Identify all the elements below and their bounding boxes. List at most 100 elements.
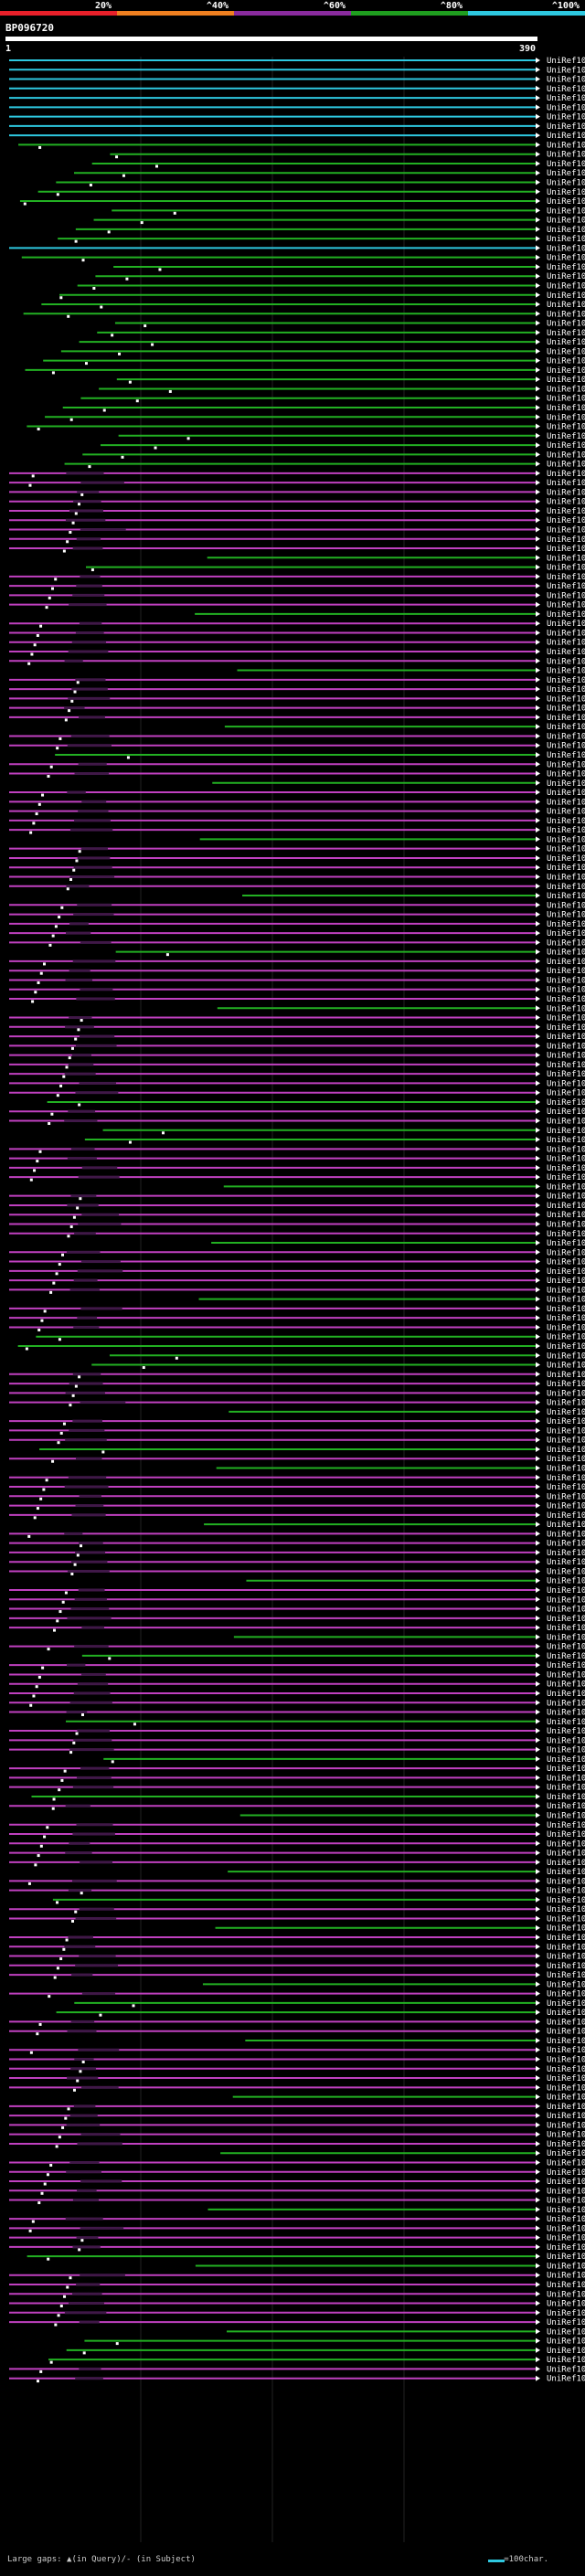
- hit-row[interactable]: UniRef100_A9XP20: [9, 2112, 585, 2121]
- hit-row[interactable]: UniRef100_Q39743: [9, 1483, 585, 1492]
- hit-label[interactable]: UniRef100_Q9ZRR1: [547, 338, 585, 347]
- hit-row[interactable]: UniRef100_Q9PR45: [9, 1765, 585, 1774]
- hit-label[interactable]: UniRef100_Q38693: [547, 226, 585, 235]
- hit-row[interactable]: UniRef100_Q6B9K3: [25, 366, 585, 376]
- hit-label[interactable]: UniRef100_P25372: [547, 883, 585, 892]
- hit-row[interactable]: UniRef100_A9S3R0: [9, 742, 585, 751]
- hit-label[interactable]: UniRef100_Q24574: [547, 601, 585, 610]
- hit-label[interactable]: UniRef100_P00880: [547, 1465, 585, 1474]
- hit-row[interactable]: UniRef100_P16030: [9, 873, 585, 882]
- hit-row[interactable]: UniRef100_Q9T4N0: [9, 1558, 585, 1567]
- hit-row[interactable]: UniRef100_P16131: [37, 188, 585, 197]
- hit-label[interactable]: UniRef100_Q39749: [547, 1606, 585, 1615]
- hit-label[interactable]: UniRef100_P16131: [547, 188, 585, 197]
- hit-row[interactable]: UniRef100_A9PHZ1: [9, 2272, 585, 2281]
- hit-label[interactable]: UniRef100_A7LIT9: [547, 1736, 585, 1745]
- hit-label[interactable]: UniRef100_Q9MSF1: [547, 2365, 585, 2374]
- hit-row[interactable]: UniRef100_Q8ADE8: [9, 1089, 585, 1098]
- hit-row[interactable]: UniRef100_Q05349: [84, 1136, 585, 1145]
- hit-label[interactable]: UniRef100_Q10788: [547, 2206, 585, 2215]
- hit-label[interactable]: UniRef100_Q3VSA1: [547, 292, 585, 301]
- hit-label[interactable]: UniRef100_Q84U90: [547, 76, 585, 85]
- hit-row[interactable]: UniRef100_C1E330: [45, 413, 585, 422]
- hit-row[interactable]: UniRef100_Q24574: [9, 601, 585, 610]
- hit-label[interactable]: UniRef100_Q10787: [547, 2215, 585, 2224]
- hit-row[interactable]: UniRef100_Q42903: [9, 2018, 585, 2027]
- hit-label[interactable]: UniRef100_P16138: [547, 235, 585, 244]
- hit-row[interactable]: UniRef100_Q10788: [207, 2206, 585, 2215]
- hit-row[interactable]: UniRef100_A9XV74: [229, 1408, 585, 1417]
- hit-label[interactable]: UniRef100_P09259: [547, 714, 585, 723]
- hit-label[interactable]: UniRef100_Q9NZ33: [547, 2347, 585, 2356]
- hit-row[interactable]: UniRef100_Q9WU18: [27, 2253, 585, 2262]
- hit-row[interactable]: UniRef100_P19312: [9, 1211, 585, 1220]
- hit-row[interactable]: UniRef100_Q42516: [9, 1492, 585, 1501]
- hit-label[interactable]: UniRef100_Q7DF30: [547, 1999, 585, 2009]
- hit-label[interactable]: UniRef100_Q9FEX4: [547, 2197, 585, 2206]
- hit-row[interactable]: UniRef100_B9T1N0: [9, 1230, 585, 1239]
- hit-label[interactable]: UniRef100_P00872: [547, 1474, 585, 1483]
- hit-row[interactable]: UniRef100_A9U1N7: [9, 1108, 585, 1117]
- hit-label[interactable]: UniRef100_P19647: [547, 723, 585, 732]
- hit-label[interactable]: UniRef100_P08135: [547, 1877, 585, 1886]
- hit-row[interactable]: UniRef100_Q06553: [9, 854, 585, 864]
- hit-label[interactable]: UniRef100_Q9PRN6: [547, 1914, 585, 1924]
- hit-row[interactable]: UniRef100_P00871: [9, 2290, 585, 2299]
- hit-row[interactable]: UniRef100_Q63VL2: [9, 1426, 585, 1436]
- hit-label[interactable]: UniRef100_P26985: [547, 310, 585, 319]
- hit-row[interactable]: UniRef100_A7Q6D7: [55, 751, 585, 760]
- hit-label[interactable]: UniRef100_Q9FUJ4: [547, 1511, 585, 1521]
- hit-label[interactable]: UniRef100_Q9SE89: [547, 1079, 585, 1088]
- hit-label[interactable]: UniRef100_P05349: [547, 648, 585, 657]
- hit-row[interactable]: UniRef100_Q84LN2: [204, 1521, 585, 1530]
- hit-label[interactable]: UniRef100_Q10783: [547, 2140, 585, 2149]
- hit-label[interactable]: UniRef100_Q518E4: [547, 1718, 585, 1727]
- hit-label[interactable]: UniRef100_A9UK09: [547, 835, 585, 844]
- hit-row[interactable]: UniRef100_P16132: [19, 197, 585, 207]
- hit-label[interactable]: UniRef100_Q04450: [547, 798, 585, 807]
- hit-label[interactable]: UniRef100_Q5VEK3: [547, 113, 585, 122]
- hit-label[interactable]: UniRef100_A9TVU6: [547, 1690, 585, 1699]
- hit-row[interactable]: UniRef100_P16137: [21, 254, 585, 263]
- hit-label[interactable]: UniRef100_P19310: [547, 620, 585, 629]
- hit-label[interactable]: UniRef100_P08705: [547, 1333, 585, 1342]
- hit-row[interactable]: UniRef100_P08135: [9, 1877, 585, 1886]
- hit-row[interactable]: UniRef100_A7Y7F5: [9, 244, 585, 253]
- hit-row[interactable]: UniRef100_P08705: [36, 1333, 585, 1342]
- hit-label[interactable]: UniRef100_A9PJT6: [547, 1727, 585, 1736]
- hit-row[interactable]: UniRef100_Q4D250: [39, 1446, 585, 1455]
- hit-row[interactable]: UniRef100_Q52F97: [9, 1220, 585, 1229]
- hit-label[interactable]: UniRef100_Q43832: [547, 770, 585, 779]
- hit-label[interactable]: UniRef100_P19312: [547, 1211, 585, 1220]
- hit-row[interactable]: UniRef100_Q10742: [215, 1924, 585, 1934]
- hit-row[interactable]: UniRef100_A9T1K4: [9, 1830, 585, 1839]
- hit-row[interactable]: UniRef100_Q54416: [212, 779, 585, 789]
- hit-row[interactable]: UniRef100_P08474: [9, 2281, 585, 2290]
- hit-label[interactable]: UniRef100_P04715: [547, 1633, 585, 1642]
- hit-label[interactable]: UniRef100_Q0QWY3: [547, 1182, 585, 1192]
- hit-row[interactable]: UniRef100_Q7DF30: [74, 1999, 585, 2009]
- hit-label[interactable]: UniRef100_Q8S3Z1: [547, 564, 585, 573]
- hit-row[interactable]: UniRef100_Q9SQ89: [9, 2178, 585, 2187]
- hit-label[interactable]: UniRef100_B7FMC2: [547, 1362, 585, 1371]
- hit-label[interactable]: UniRef100_A9T3W5: [547, 995, 585, 1004]
- hit-row[interactable]: UniRef100_B6RH23: [9, 470, 585, 479]
- hit-row[interactable]: UniRef100_P25372: [9, 883, 585, 892]
- hit-label[interactable]: UniRef100_A9SBH6: [547, 1239, 585, 1248]
- hit-label[interactable]: UniRef100_Q00S00: [547, 441, 585, 451]
- hit-row[interactable]: UniRef100_Q2G253: [9, 864, 585, 873]
- hit-row[interactable]: UniRef100_Q518E4: [66, 1718, 585, 1727]
- hit-label[interactable]: UniRef100_P07179: [547, 573, 585, 582]
- hit-label[interactable]: UniRef100_P09740: [547, 507, 585, 516]
- hit-row[interactable]: UniRef100_Q9SYN0: [9, 488, 585, 497]
- hit-label[interactable]: UniRef100_Q9A9F2: [547, 1652, 585, 1661]
- hit-label[interactable]: UniRef100_Q8S8G0: [547, 958, 585, 967]
- hit-row[interactable]: UniRef100_P16135: [95, 272, 585, 281]
- hit-row[interactable]: UniRef100_A9P1L4: [9, 1380, 585, 1389]
- hit-label[interactable]: UniRef100_Q8GRU7: [547, 1577, 585, 1586]
- hit-row[interactable]: UniRef100_Q10623: [239, 1811, 585, 1820]
- hit-label[interactable]: UniRef100_P07089: [547, 1202, 585, 1211]
- hit-label[interactable]: UniRef100_B9T1N0: [547, 1230, 585, 1239]
- hit-row[interactable]: UniRef100_Q38690: [112, 207, 585, 216]
- hit-label[interactable]: UniRef100_Q9ZTP2: [547, 432, 585, 441]
